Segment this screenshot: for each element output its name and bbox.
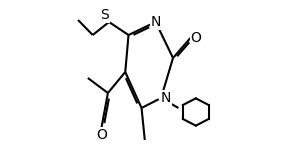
- Text: O: O: [190, 31, 201, 45]
- Text: N: N: [151, 15, 161, 29]
- Text: N: N: [161, 91, 171, 105]
- Text: S: S: [100, 8, 109, 22]
- Text: O: O: [96, 128, 107, 142]
